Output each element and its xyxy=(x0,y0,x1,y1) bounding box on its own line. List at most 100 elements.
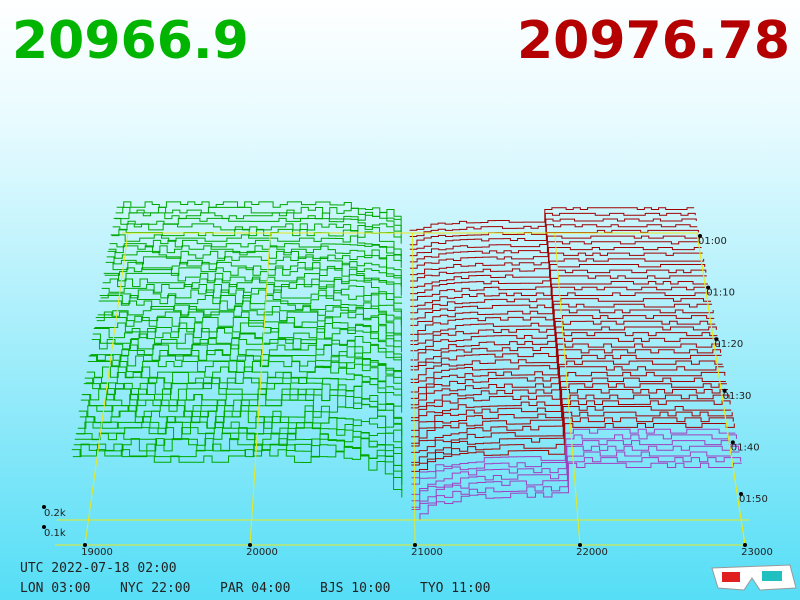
ask-price: 20976.78 xyxy=(517,11,790,71)
zone-time: LON 03:00 xyxy=(20,581,90,596)
bid-depth-line xyxy=(115,206,402,232)
bid-depth-line xyxy=(102,278,402,305)
bid-depth-line xyxy=(88,355,403,389)
ask-depth-line xyxy=(411,383,728,431)
grid-line xyxy=(696,232,746,546)
ask-depth-line xyxy=(410,309,714,345)
bid-depth-line xyxy=(89,350,403,383)
time-tick-label: 01:30 xyxy=(723,391,752,402)
tick-dot xyxy=(42,525,46,529)
price-tick-label: 19000 xyxy=(81,547,113,558)
depth-lines xyxy=(71,201,743,521)
bid-depth-line xyxy=(106,256,402,287)
ask-depth-line xyxy=(411,451,741,508)
bid-depth-line xyxy=(72,443,403,498)
ask-depth-line xyxy=(411,377,727,422)
bid-depth-line xyxy=(75,427,403,479)
zone-time: BJS 10:00 xyxy=(320,581,390,596)
price-tick-label: 20000 xyxy=(246,547,278,558)
depth-tick-label: 0.2k xyxy=(44,508,66,519)
ask-depth-line xyxy=(409,229,699,257)
ask-depth-line xyxy=(410,320,716,361)
grid-line xyxy=(554,232,581,546)
tick-dot xyxy=(248,543,252,547)
ask-depth-line xyxy=(411,411,733,463)
zone-time: NYC 22:00 xyxy=(120,581,190,596)
bid-depth-line xyxy=(92,333,402,369)
utc-time: UTC 2022-07-18 02:00 xyxy=(20,561,177,576)
price-tick-label: 22000 xyxy=(576,547,608,558)
ask-depth-line xyxy=(411,462,743,521)
ask-depth-line xyxy=(410,298,712,335)
ask-depth-line xyxy=(411,406,732,453)
ask-depth-line xyxy=(411,388,728,438)
ask-depth-line xyxy=(410,354,723,399)
ask-depth-line xyxy=(410,360,723,406)
zone-time: PAR 04:00 xyxy=(220,581,290,596)
bid-depth-line xyxy=(90,344,403,382)
tick-dot xyxy=(42,505,46,509)
bid-depth-line xyxy=(94,322,402,353)
bid-depth-line xyxy=(103,272,402,299)
bid-depth-line xyxy=(109,239,402,262)
bid-depth-line xyxy=(80,399,403,443)
time-tick-label: 01:50 xyxy=(739,494,768,505)
tick-dot xyxy=(743,543,747,547)
tick-dot xyxy=(698,234,702,238)
time-tick-label: 01:20 xyxy=(714,339,743,350)
bid-depth-line xyxy=(91,339,402,376)
ask-depth-line xyxy=(411,394,730,444)
tick-dot xyxy=(578,543,582,547)
ask-depth-line xyxy=(410,366,724,409)
ask-depth-line xyxy=(411,445,740,502)
bid-depth-line xyxy=(108,245,402,268)
bid-depth-line xyxy=(105,261,402,286)
ask-depth-line xyxy=(411,417,734,466)
ask-depth-line xyxy=(410,343,721,384)
ask-depth-line xyxy=(411,428,736,479)
grid xyxy=(55,232,750,546)
ask-depth-line xyxy=(411,400,731,447)
ask-depth-line xyxy=(410,371,726,419)
grid-line xyxy=(84,232,129,546)
3d-glasses xyxy=(711,564,797,591)
bid-depth-line xyxy=(93,328,402,359)
depth-tick-label: 0.1k xyxy=(44,528,66,539)
ask-depth-line xyxy=(410,337,719,380)
bid-depth-line xyxy=(99,294,402,327)
zone-time: TYO 11:00 xyxy=(420,581,490,596)
ask-depth-line xyxy=(410,349,722,393)
bid-depth-line xyxy=(71,449,403,492)
price-tick-label: 23000 xyxy=(741,547,773,558)
bid-depth-line xyxy=(114,212,402,232)
ask-depth-line xyxy=(410,326,717,367)
time-tick-label: 01:00 xyxy=(698,236,727,247)
time-tick-label: 01:40 xyxy=(731,442,760,453)
bid-depth-line xyxy=(104,267,402,296)
ask-depth-line xyxy=(411,434,737,485)
bid-depth-line xyxy=(100,289,402,325)
ask-depth-line xyxy=(410,332,718,371)
grid-line xyxy=(412,232,416,546)
bid-depth-line xyxy=(86,366,403,406)
tick-dot xyxy=(714,337,719,342)
tick-dot xyxy=(739,492,743,496)
ask-depth-line xyxy=(409,212,696,238)
bid-depth-line xyxy=(112,223,402,244)
bid-depth-line xyxy=(101,283,402,314)
tick-dot xyxy=(730,440,735,445)
tick-dot xyxy=(83,543,87,547)
bid-depth-line xyxy=(107,250,402,278)
time-tick-label: 01:10 xyxy=(706,288,735,299)
ask-depth-line xyxy=(410,303,713,342)
grid-line xyxy=(249,232,271,546)
price-tick-label: 21000 xyxy=(411,547,443,558)
ask-depth-line xyxy=(411,423,735,472)
bid-price: 20966.9 xyxy=(12,11,249,71)
ask-depth-line xyxy=(409,207,695,231)
ask-depth-line xyxy=(411,440,738,495)
ask-depth-line xyxy=(409,224,698,250)
ask-depth-line xyxy=(411,457,742,510)
